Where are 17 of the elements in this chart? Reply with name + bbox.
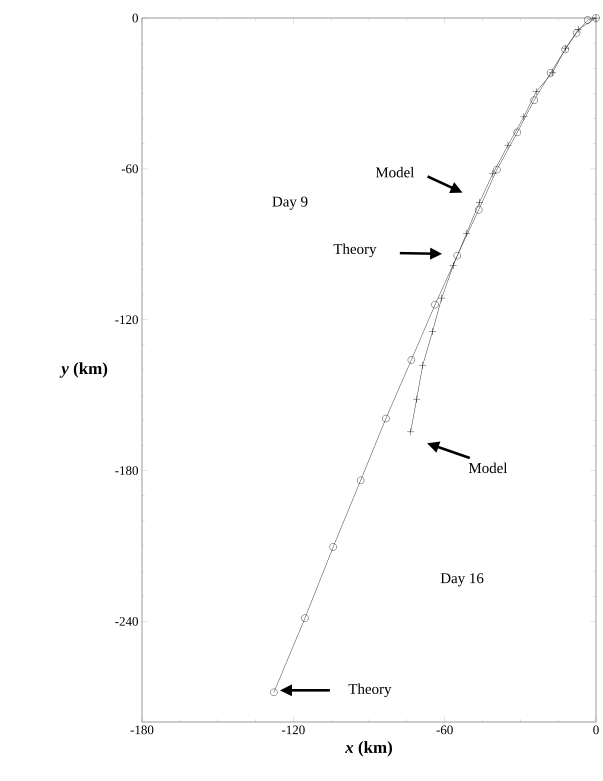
annotation: Model bbox=[376, 166, 414, 178]
y-tick-label: -240 bbox=[115, 617, 138, 626]
y-tick-label: -120 bbox=[115, 315, 138, 324]
y-tick-label: -60 bbox=[122, 164, 138, 174]
x-tick-label: -180 bbox=[130, 726, 154, 734]
annotation: Theory bbox=[348, 684, 392, 698]
y-tick-label: -180 bbox=[115, 466, 138, 475]
x-tick-label: -120 bbox=[282, 726, 305, 734]
y-tick-label: 0 bbox=[132, 14, 138, 22]
annotation: Theory bbox=[334, 244, 377, 258]
annotation: Day 9 bbox=[272, 196, 308, 210]
x-axis-title: x (km) bbox=[345, 741, 392, 756]
x-tick-label: -60 bbox=[436, 726, 454, 734]
y-axis-title: y (km) bbox=[60, 362, 108, 378]
annotation: Day 16 bbox=[440, 573, 484, 586]
annotation: Model bbox=[469, 462, 508, 474]
x-tick-label: 0 bbox=[593, 726, 599, 734]
